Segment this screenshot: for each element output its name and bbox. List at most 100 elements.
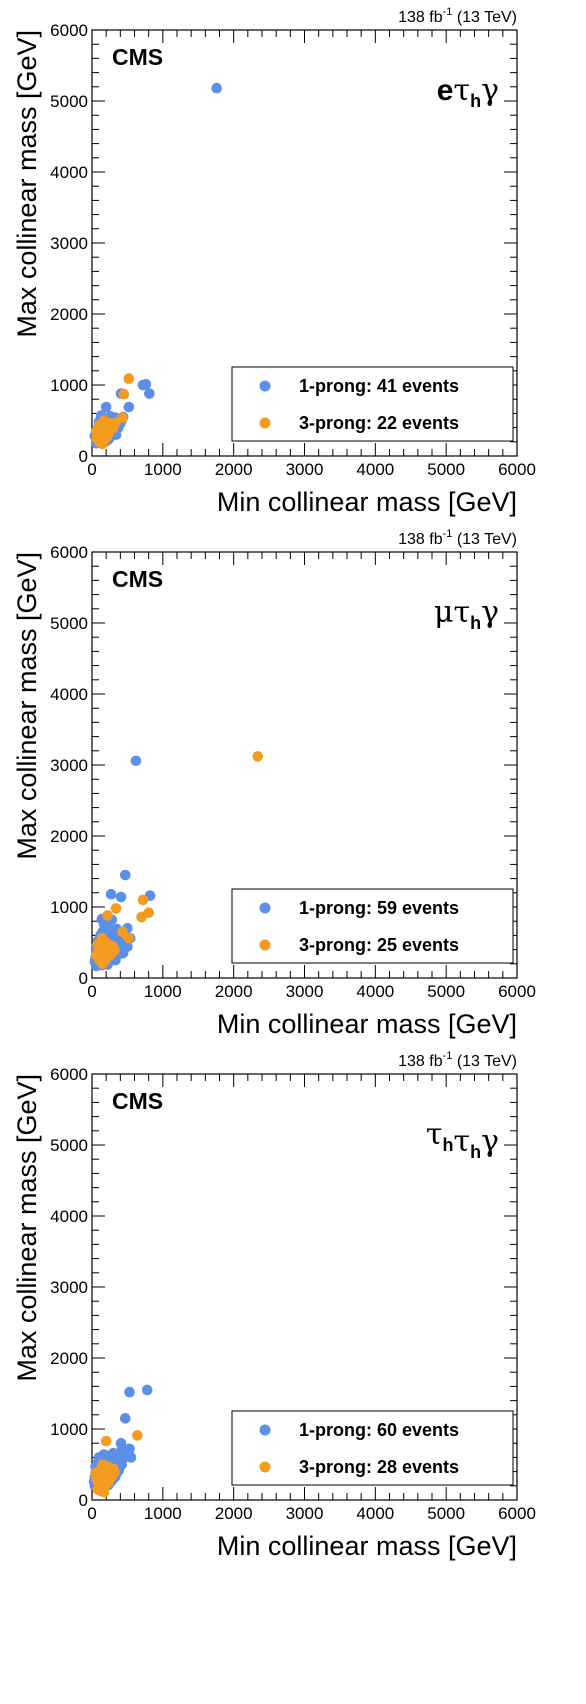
- three-prong-point: [118, 388, 130, 400]
- y-tick-label: 2000: [50, 827, 88, 846]
- chart-panel: 0 1000 2000 3000 4000 5000 6000 0 1000 2000 3000 40…: [12, 6, 536, 517]
- y-tick-label: 4000: [50, 163, 88, 182]
- y-tick-label: 2000: [50, 1349, 88, 1368]
- x-tick-label: 1000: [144, 460, 182, 479]
- x-tick-label: 3000: [286, 1504, 324, 1523]
- x-tick-label: 5000: [427, 982, 465, 1001]
- channel-label: τhτhγ: [426, 1117, 499, 1162]
- three-prong-point: [93, 947, 104, 958]
- series-three-prong: [90, 373, 135, 450]
- three-prong-point: [252, 751, 264, 762]
- one-prong-point: [130, 755, 142, 767]
- one-prong-point: [115, 891, 127, 903]
- legend: 1-prong: 59 events 3-prong: 25 events: [231, 888, 514, 964]
- x-tick-label: 2000: [215, 1504, 253, 1523]
- legend-entry-label: 1-prong: 41 events: [299, 376, 459, 396]
- data-points: [89, 751, 264, 972]
- one-prong-point: [124, 1386, 135, 1398]
- legend-marker: [259, 902, 271, 914]
- legend-entry-label: 3-prong: 28 events: [299, 1457, 459, 1477]
- three-prong-point: [136, 911, 147, 923]
- experiment-label: CMS: [112, 44, 163, 70]
- three-prong-point: [98, 1486, 110, 1498]
- legend: 1-prong: 60 events 3-prong: 28 events: [231, 1410, 514, 1486]
- three-prong-point: [109, 1467, 120, 1478]
- series-three-prong: [90, 751, 264, 970]
- y-tick-label: 3000: [50, 756, 88, 775]
- legend-box: [231, 1410, 514, 1486]
- y-tick-label: 6000: [50, 543, 88, 562]
- x-axis-title: Min collinear mass [GeV]: [217, 1531, 517, 1561]
- three-prong-point: [104, 425, 116, 436]
- x-tick-label: 1000: [144, 982, 182, 1001]
- experiment-label: CMS: [112, 566, 163, 592]
- y-tick-label: 4000: [50, 685, 88, 704]
- legend-entry-label: 3-prong: 25 events: [299, 935, 459, 955]
- y-tick-label: 2000: [50, 305, 88, 324]
- chart-panel: 0 1000 2000 3000 4000 5000 6000 0 1000 2000 3000 40…: [12, 528, 536, 1039]
- y-tick-label: 3000: [50, 234, 88, 253]
- y-tick-label: 5000: [50, 614, 88, 633]
- x-tick-label: 0: [87, 982, 96, 1001]
- legend-box: [231, 888, 514, 964]
- three-prong-point: [91, 432, 103, 444]
- x-tick-label: 0: [87, 460, 96, 479]
- x-tick-label: 4000: [356, 982, 394, 1001]
- y-tick-label: 4000: [50, 1207, 88, 1226]
- axis-ticks: [91, 1073, 518, 1501]
- one-prong-point: [105, 888, 117, 900]
- y-tick-label: 1000: [50, 898, 88, 917]
- y-tick-label: 0: [79, 447, 88, 466]
- legend-box: [231, 366, 514, 442]
- y-tick-label: 1000: [50, 1420, 88, 1439]
- data-points: [89, 82, 222, 450]
- legend-marker: [259, 380, 271, 392]
- y-tick-label: 6000: [50, 21, 88, 40]
- legend-marker: [259, 1424, 271, 1436]
- x-tick-label: 6000: [498, 982, 536, 1001]
- legend-entry-label: 3-prong: 22 events: [299, 413, 459, 433]
- y-tick-label: 1000: [50, 376, 88, 395]
- channel-label: eτhγ: [437, 73, 499, 111]
- one-prong-point: [141, 1384, 153, 1396]
- three-prong-point: [102, 1476, 114, 1488]
- one-prong-point: [110, 1452, 122, 1463]
- x-tick-label: 4000: [356, 460, 394, 479]
- one-prong-point: [211, 82, 222, 94]
- luminosity-label: 138 fb-1 (13 TeV): [398, 1050, 517, 1070]
- series-one-prong: [89, 82, 222, 449]
- chart-panel: 0 1000 2000 3000 4000 5000 6000 0 1000 2000 3000 40…: [12, 1050, 536, 1561]
- legend-marker: [259, 939, 271, 951]
- y-tick-label: 5000: [50, 1136, 88, 1155]
- three-prong-point: [97, 958, 108, 970]
- three-prong-point: [132, 1430, 143, 1441]
- legend-entry-label: 1-prong: 59 events: [299, 898, 459, 918]
- three-prong-point: [102, 910, 113, 921]
- x-tick-label: 0: [87, 1504, 96, 1523]
- x-tick-label: 2000: [215, 460, 253, 479]
- x-tick-label: 3000: [286, 460, 324, 479]
- axis-ticks: [91, 29, 518, 457]
- series-three-prong: [90, 1430, 143, 1498]
- one-prong-point: [140, 378, 152, 390]
- y-tick-label: 0: [79, 969, 88, 988]
- experiment-label: CMS: [112, 1088, 163, 1114]
- luminosity-label: 138 fb-1 (13 TeV): [398, 6, 517, 26]
- x-axis-title: Min collinear mass [GeV]: [217, 487, 517, 517]
- y-axis-title: Max collinear mass [GeV]: [12, 30, 42, 338]
- x-axis-title: Min collinear mass [GeV]: [217, 1009, 517, 1039]
- x-tick-label: 3000: [286, 982, 324, 1001]
- one-prong-point: [123, 401, 135, 413]
- one-prong-point: [122, 941, 133, 953]
- one-prong-point: [119, 1449, 131, 1460]
- y-tick-label: 5000: [50, 92, 88, 111]
- x-tick-label: 5000: [427, 1504, 465, 1523]
- x-tick-label: 6000: [498, 1504, 536, 1523]
- x-tick-label: 1000: [144, 1504, 182, 1523]
- x-tick-label: 5000: [427, 460, 465, 479]
- legend: 1-prong: 41 events 3-prong: 22 events: [231, 366, 514, 442]
- three-prong-point: [123, 932, 135, 944]
- one-prong-point: [100, 401, 112, 413]
- y-tick-label: 0: [79, 1491, 88, 1510]
